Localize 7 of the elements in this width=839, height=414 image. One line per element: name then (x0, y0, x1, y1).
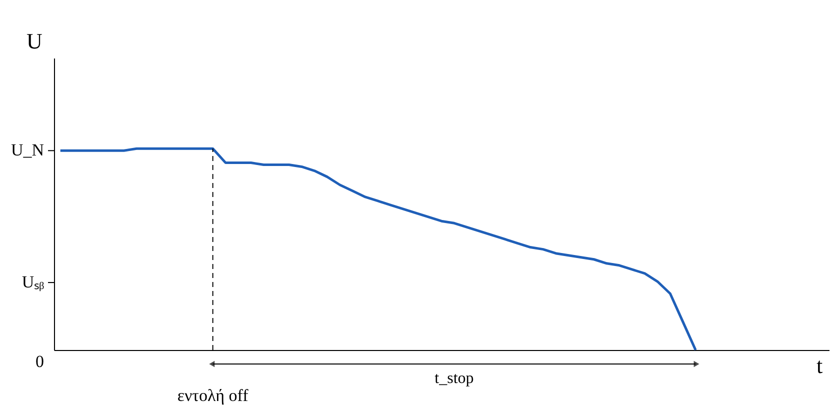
ref-line-label: Uₛᵦ (22, 272, 44, 292)
text: 0 (36, 352, 44, 371)
x-axis-title: t (816, 353, 823, 378)
y-axis-title: U (26, 28, 42, 54)
text: εντολή off (177, 386, 249, 405)
text: t_stop (434, 370, 474, 387)
ref-line-label: U_N (10, 140, 44, 160)
